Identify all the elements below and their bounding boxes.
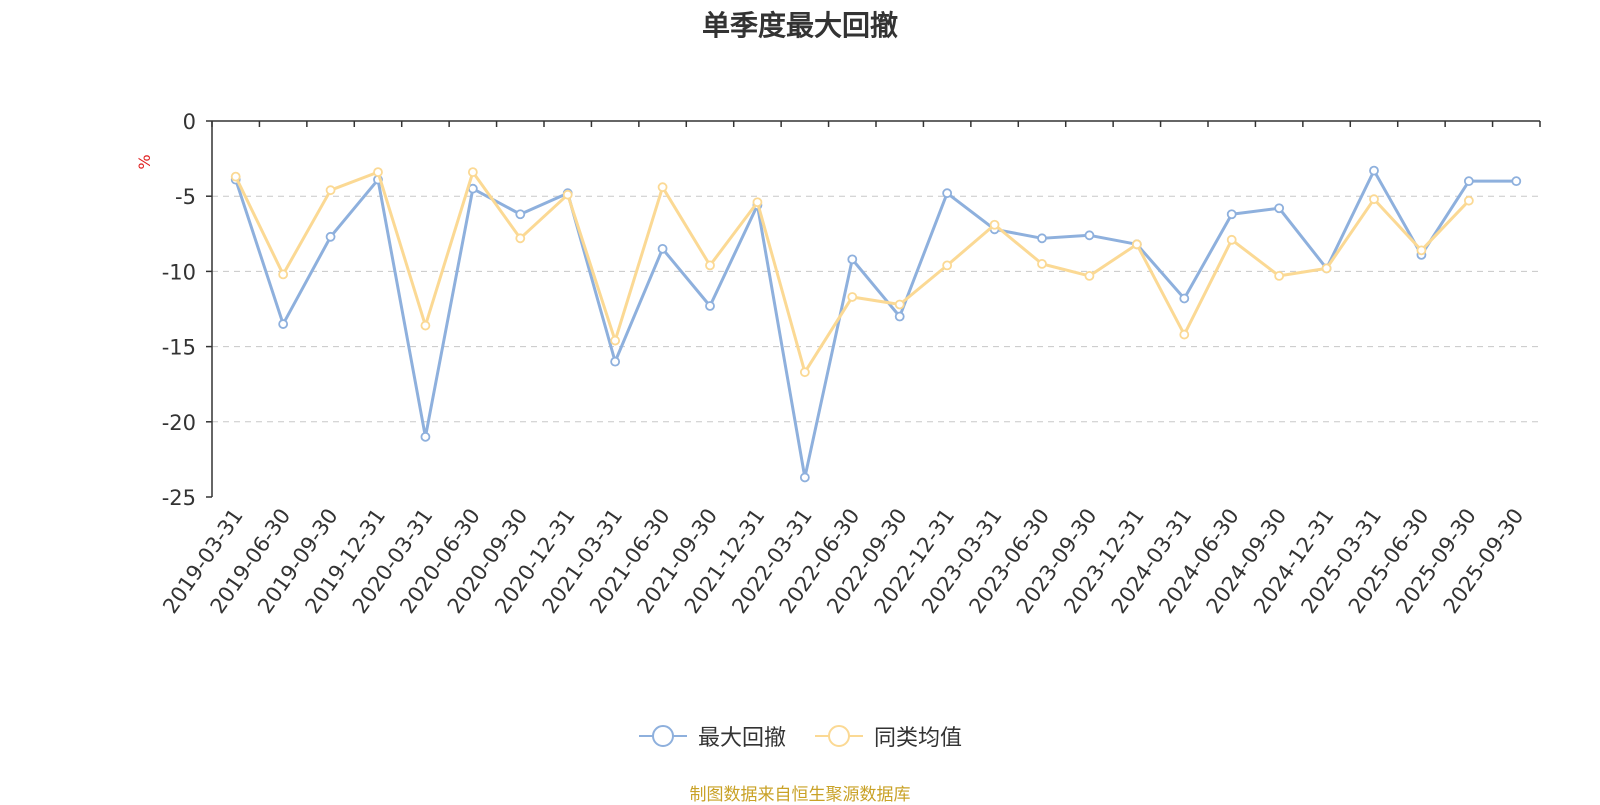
data-point (1274, 203, 1285, 214)
data-point (799, 472, 810, 483)
legend: 最大回撤 同类均值 (0, 720, 1600, 752)
data-point (1084, 271, 1095, 281)
grid-lines (212, 195, 1540, 423)
data-point (1179, 329, 1190, 340)
legend-marker-blue-icon (638, 725, 687, 747)
data-point (657, 182, 668, 193)
data-point (847, 292, 858, 302)
data-point (1084, 230, 1095, 241)
data-point (1463, 176, 1474, 187)
data-point (1511, 176, 1522, 187)
data-point (610, 335, 621, 346)
data-point (278, 319, 289, 329)
series-lines (230, 165, 1522, 483)
data-point (515, 233, 526, 244)
data-point (705, 260, 715, 271)
data-point (278, 269, 289, 280)
data-point (562, 189, 573, 200)
data-point (989, 219, 1000, 230)
y-tick-label: 0 (183, 110, 196, 134)
data-point (1369, 194, 1379, 205)
data-point (467, 167, 478, 178)
data-point (1321, 263, 1332, 274)
legend-label-series-2: 同类均值 (874, 726, 963, 751)
data-point (894, 299, 905, 310)
data-point (657, 243, 668, 254)
data-point (752, 197, 763, 208)
y-tick-label: -15 (162, 336, 196, 360)
legend-label-series-1: 最大回撤 (697, 726, 786, 751)
legend-marker-yellow-icon (815, 725, 863, 747)
data-point (847, 254, 858, 265)
y-axis-label: % (135, 154, 154, 169)
data-point (325, 185, 336, 196)
data-point (1369, 165, 1379, 176)
data-point (894, 311, 905, 322)
data-point (373, 167, 383, 178)
data-point (230, 171, 241, 182)
y-tick-label: -5 (175, 185, 196, 209)
axes: 0-5-10-15-20-252019-03-312019-06-302019-… (158, 110, 1541, 618)
data-point (1179, 293, 1190, 304)
y-tick-label: -25 (162, 486, 196, 510)
data-point (420, 320, 431, 331)
data-point (1037, 233, 1047, 244)
data-point (610, 356, 621, 367)
data-source-note: 制图数据来自恒生聚源数据库 (689, 785, 911, 805)
data-point (705, 301, 715, 311)
data-point (1274, 271, 1285, 281)
data-point (1226, 234, 1237, 245)
legend-item-series-2[interactable]: 同类均值 (814, 720, 962, 752)
data-point (942, 260, 953, 271)
data-point (420, 431, 431, 442)
y-tick-label: -20 (162, 411, 196, 435)
data-point (1226, 209, 1237, 220)
legend-item-series-1[interactable]: 最大回撤 (638, 720, 786, 752)
data-point (1463, 195, 1474, 206)
data-point (1416, 245, 1427, 256)
chart-title: 单季度最大回撤 (701, 9, 898, 42)
data-point (1037, 258, 1047, 269)
data-point (942, 188, 953, 199)
series-line (234, 170, 1470, 374)
data-point (799, 367, 810, 378)
data-point (1131, 239, 1142, 250)
y-tick-label: -10 (162, 260, 196, 284)
series-2 (230, 167, 1474, 378)
data-point (515, 209, 526, 220)
series-line (234, 169, 1517, 479)
data-point (325, 231, 336, 242)
